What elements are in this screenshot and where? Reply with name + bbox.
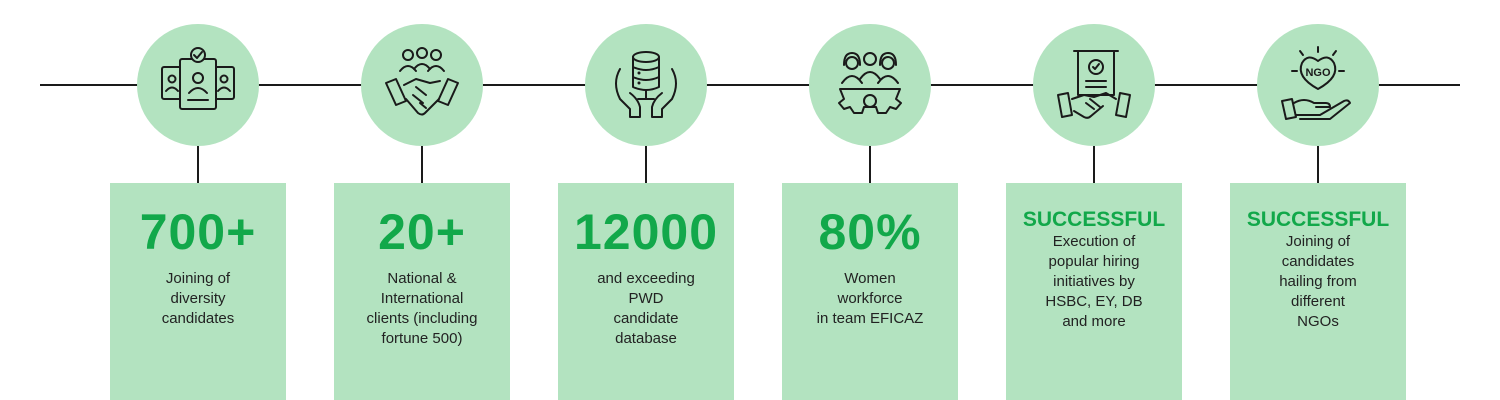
stat-column-women: 80% Women workforce in team EFICAZ (782, 0, 958, 400)
stat-description: National & International clients (includ… (366, 270, 478, 347)
icon-circle (361, 24, 483, 146)
ngo-heart-hand-icon: NGO (1281, 46, 1351, 120)
stat-column-ngo: NGO SUCCESSFUL Joining of candidates hai… (1230, 0, 1406, 400)
connector-line (197, 146, 199, 183)
stat-card: SUCCESSFUL Joining of candidates hailing… (1230, 183, 1406, 400)
certificate-handshake-icon (1057, 50, 1131, 119)
stat-headline: 12000 (573, 204, 719, 260)
stat-headline: SUCCESSFUL (1246, 208, 1390, 231)
connector-line (1093, 146, 1095, 183)
stat-headline: SUCCESSFUL (1022, 208, 1166, 231)
stat-card: 700+ Joining of diversity candidates (110, 183, 286, 400)
icon-circle (1033, 24, 1155, 146)
connector-line (645, 146, 647, 183)
stat-headline: 700+ (139, 204, 257, 260)
timeline-line (40, 84, 1460, 86)
stat-card: 80% Women workforce in team EFICAZ (782, 183, 958, 400)
icon-circle (585, 24, 707, 146)
handshake-team-icon (385, 47, 459, 116)
icon-circle: NGO (1257, 24, 1379, 146)
stat-column-diversity: 700+ Joining of diversity candidates (110, 0, 286, 400)
stat-column-clients: 20+ National & International clients (in… (334, 0, 510, 400)
stat-description: Execution of popular hiring initiatives … (1045, 233, 1143, 330)
stat-description: Joining of candidates hailing from diffe… (1279, 233, 1357, 330)
svg-text:NGO: NGO (1305, 67, 1331, 79)
stat-description: and exceeding PWD candidate database (597, 270, 695, 347)
stat-headline: 80% (818, 204, 922, 260)
stat-card: SUCCESSFUL Execution of popular hiring i… (1006, 183, 1182, 400)
stat-card: 12000 and exceeding PWD candidate databa… (558, 183, 734, 400)
connector-line (1317, 146, 1319, 183)
stat-headline: 20+ (378, 204, 466, 260)
icon-circle (137, 24, 259, 146)
connector-line (421, 146, 423, 183)
women-team-gear-icon (838, 52, 902, 114)
icon-circle (809, 24, 931, 146)
stat-column-database: 12000 and exceeding PWD candidate databa… (558, 0, 734, 400)
stat-description: Joining of diversity candidates (161, 270, 235, 327)
database-hands-icon (615, 51, 677, 118)
stat-card: 20+ National & International clients (in… (334, 183, 510, 400)
connector-line (869, 146, 871, 183)
id-cards-icon (161, 47, 235, 110)
stat-column-hiring: SUCCESSFUL Execution of popular hiring i… (1006, 0, 1182, 400)
stat-description: Women workforce in team EFICAZ (816, 270, 924, 327)
